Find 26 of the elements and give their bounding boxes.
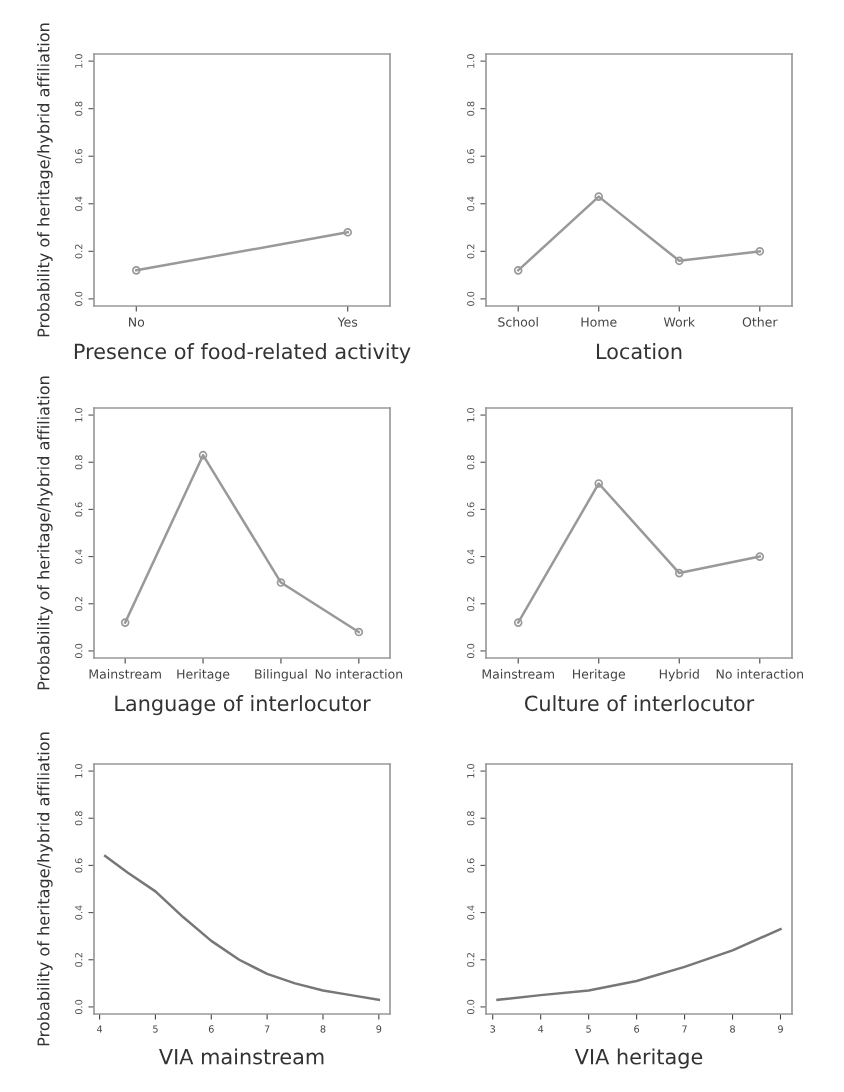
point (354, 627, 364, 637)
point (755, 552, 765, 561)
point (120, 618, 130, 627)
point (513, 266, 523, 275)
point (594, 479, 604, 488)
line-series (103, 854, 381, 1002)
y-axis-title: Probability of heritage/hybrid affiliation (37, 732, 53, 1046)
x-axis-title: VIA heritage (574, 1048, 703, 1069)
x-axis-title: VIA mainstream (159, 1048, 324, 1065)
point (513, 618, 523, 627)
x-axis-title: Location (596, 343, 682, 360)
x-axis-title: Presence of food-related activity (74, 343, 411, 364)
line-series (513, 479, 765, 627)
point (276, 578, 286, 587)
y-axis-title: Probability of heritage/hybrid affiliation (37, 376, 53, 690)
point (674, 256, 684, 266)
x-axis-title: Culture of interlocutor (524, 695, 755, 712)
point (198, 450, 208, 460)
line-series (513, 192, 765, 275)
line-series (496, 927, 782, 1002)
point (755, 247, 765, 256)
point (594, 192, 604, 201)
x-axis-title: Language of interlocutor (115, 695, 371, 716)
line-series (120, 450, 364, 637)
point (674, 568, 684, 578)
y-axis-title: Probability of heritage/hybrid affiliation (37, 23, 53, 337)
